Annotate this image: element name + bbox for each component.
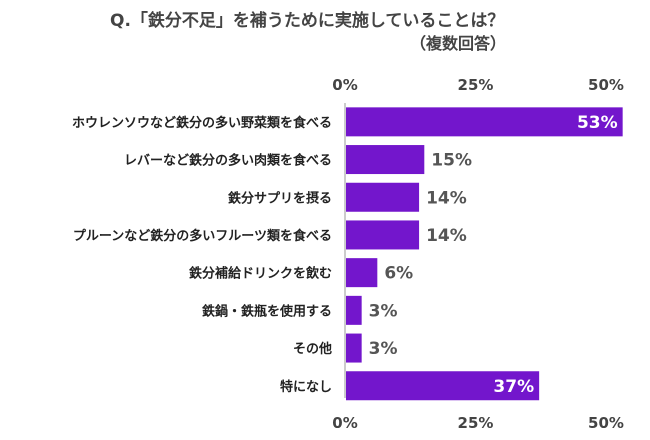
- chart-subtitle: （複数回答）: [410, 34, 507, 53]
- value-label-0: 53%: [577, 113, 618, 133]
- value-label-4: 6%: [384, 264, 413, 284]
- category-label-5: 鉄鍋・鉄瓶を使用する: [202, 303, 332, 319]
- x-axis-bottom: 0% 25% 50%: [332, 414, 624, 432]
- value-label-5: 3%: [369, 301, 398, 321]
- value-label-7: 37%: [493, 377, 534, 397]
- bar-6: [346, 333, 362, 363]
- category-label-1: レバーなど鉄分の多い肉類を食べる: [124, 153, 332, 169]
- category-label-4: 鉄分補給ドリンクを飲む: [189, 266, 332, 282]
- bar-7: [346, 371, 540, 401]
- bar-1: [346, 145, 425, 175]
- bar-2: [346, 182, 420, 212]
- value-label-6: 3%: [369, 339, 398, 359]
- x-tick-bottom-2: 50%: [588, 414, 624, 432]
- value-label-3: 14%: [426, 226, 467, 246]
- category-label-7: 特になし: [280, 379, 332, 395]
- x-tick-bottom-0: 0%: [332, 414, 357, 432]
- x-tick-top-0: 0%: [332, 76, 357, 94]
- chart-title: Q.「鉄分不足」を補うために実施していることは？: [110, 11, 505, 31]
- category-label-3: プルーンなど鉄分の多いフルーツ類を食べる: [73, 228, 332, 244]
- category-label-2: 鉄分サプリを摂る: [228, 190, 332, 206]
- x-axis-top: 0% 25% 50%: [332, 76, 624, 94]
- value-label-2: 14%: [426, 188, 467, 208]
- value-label-1: 15%: [431, 151, 472, 171]
- bar-0: [346, 107, 623, 137]
- bar-3: [346, 220, 420, 250]
- bars: ホウレンソウなど鉄分の多い野菜類を食べる 53% レバーなど鉄分の多い肉類を食べる 1…: [72, 107, 623, 401]
- category-label-0: ホウレンソウなど鉄分の多い野菜類を食べる: [72, 115, 332, 131]
- category-label-6: その他: [293, 341, 332, 357]
- x-tick-bottom-1: 25%: [458, 414, 494, 432]
- bar-4: [346, 258, 378, 288]
- bar-5: [346, 295, 362, 325]
- x-tick-top-2: 50%: [588, 76, 624, 94]
- x-tick-top-1: 25%: [458, 76, 494, 94]
